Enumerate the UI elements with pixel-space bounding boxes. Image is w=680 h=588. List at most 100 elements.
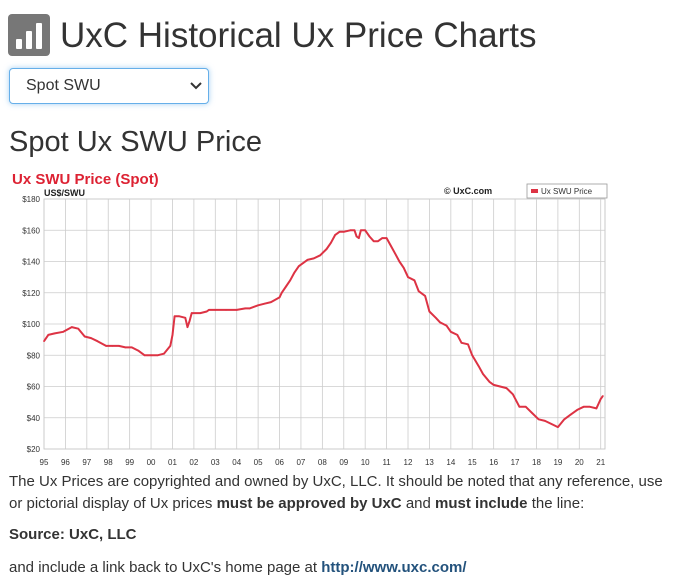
x-tick-label: 13 [425, 458, 434, 467]
data-point [263, 302, 266, 305]
data-point [244, 307, 247, 310]
notice-bold-include: must include [435, 495, 528, 512]
data-point [563, 418, 566, 421]
data-point [417, 290, 420, 292]
data-point [582, 406, 585, 408]
x-tick-label: 97 [82, 458, 91, 467]
data-point [569, 413, 572, 416]
data-point [364, 229, 367, 232]
x-tick-label: 05 [254, 458, 263, 467]
data-point [184, 317, 187, 319]
page-header: UxC Historical Ux Price Charts [8, 14, 536, 56]
data-point [62, 331, 65, 333]
data-point [390, 245, 392, 247]
data-point [302, 262, 304, 264]
data-point [96, 340, 99, 342]
x-tick-label: 98 [104, 458, 113, 467]
data-point [306, 259, 309, 261]
chevron-down-icon [190, 82, 202, 90]
section-title: Spot Ux SWU Price [9, 126, 262, 158]
price-chart: Ux SWU Price (Spot) US$/SWU © UxC.com Ux… [12, 171, 608, 467]
source-line: Source: UxC, LLC [9, 526, 137, 543]
bar-chart-icon [8, 14, 50, 56]
x-tick-label: 03 [211, 458, 220, 467]
notice-bold-approval: must be approved by UxC [216, 495, 402, 512]
data-point [248, 307, 251, 310]
data-point [90, 337, 92, 339]
data-point [424, 295, 426, 297]
data-point [550, 423, 553, 425]
data-point [413, 279, 416, 282]
data-point [358, 237, 360, 239]
data-point [77, 327, 80, 330]
x-tick-label: 10 [361, 458, 370, 467]
data-point [589, 406, 591, 408]
x-tick-label: 08 [318, 458, 327, 467]
data-point [377, 240, 379, 242]
y-tick-label: $160 [22, 226, 40, 235]
data-point [595, 407, 598, 410]
link-intro: and include a link back to UxC's home pa… [9, 559, 318, 576]
data-point [147, 354, 149, 357]
x-tick-label: 06 [275, 458, 284, 467]
data-point [531, 412, 533, 414]
y-tick-label: $40 [27, 414, 41, 423]
data-point [176, 315, 178, 317]
data-point [330, 242, 332, 244]
y-tick-label: $100 [22, 320, 40, 329]
data-point [205, 310, 208, 313]
x-tick-label: 16 [489, 458, 498, 467]
x-tick-label: 17 [511, 458, 520, 467]
data-point [150, 354, 152, 357]
data-point [334, 234, 337, 236]
data-point [173, 315, 176, 317]
data-point [398, 260, 401, 263]
data-point [394, 252, 397, 255]
chart-type-select[interactable]: Spot SWU [9, 68, 209, 104]
data-point [381, 237, 384, 239]
legend-label: Ux SWU Price [541, 187, 593, 196]
x-tick-label: 07 [296, 458, 305, 467]
data-point [343, 231, 345, 233]
x-tick-label: 11 [382, 458, 391, 467]
data-point [439, 321, 441, 324]
y-tick-label: $80 [27, 351, 41, 360]
data-point [289, 279, 292, 282]
data-point [257, 304, 259, 307]
data-point [428, 310, 431, 313]
y-tick-label: $140 [22, 258, 40, 267]
chart-title: Ux SWU Price (Spot) [12, 171, 159, 188]
notice-text-and: and [405, 495, 431, 512]
notice-text: The Ux Prices are copyrighted and owned … [9, 473, 663, 512]
data-point [325, 248, 328, 250]
data-point [602, 395, 604, 397]
uxc-home-link[interactable]: http://www.uxc.com/ [321, 559, 467, 576]
y-axis-label: US$/SWU [44, 188, 85, 198]
data-point [285, 285, 287, 288]
data-point [512, 393, 514, 396]
data-point [456, 334, 459, 336]
data-point [199, 312, 202, 314]
x-tick-label: 99 [125, 458, 134, 467]
data-point [171, 334, 174, 336]
data-point [488, 381, 491, 383]
data-point [385, 237, 388, 239]
data-point [111, 345, 114, 347]
data-point [349, 229, 352, 232]
legend-swatch [531, 189, 538, 193]
data-point [338, 231, 341, 233]
data-point [537, 418, 540, 421]
data-point [435, 317, 437, 319]
data-point [293, 271, 296, 274]
data-point [492, 384, 495, 386]
x-tick-label: 12 [404, 458, 413, 467]
select-value: Spot SWU [26, 77, 101, 94]
notice-text-end: the line: [531, 495, 585, 512]
data-point [471, 354, 474, 357]
x-tick-label: 01 [168, 458, 177, 467]
data-point [143, 354, 146, 357]
data-point [131, 346, 133, 349]
data-point [105, 345, 107, 347]
data-point [460, 342, 463, 344]
data-point [313, 257, 315, 260]
